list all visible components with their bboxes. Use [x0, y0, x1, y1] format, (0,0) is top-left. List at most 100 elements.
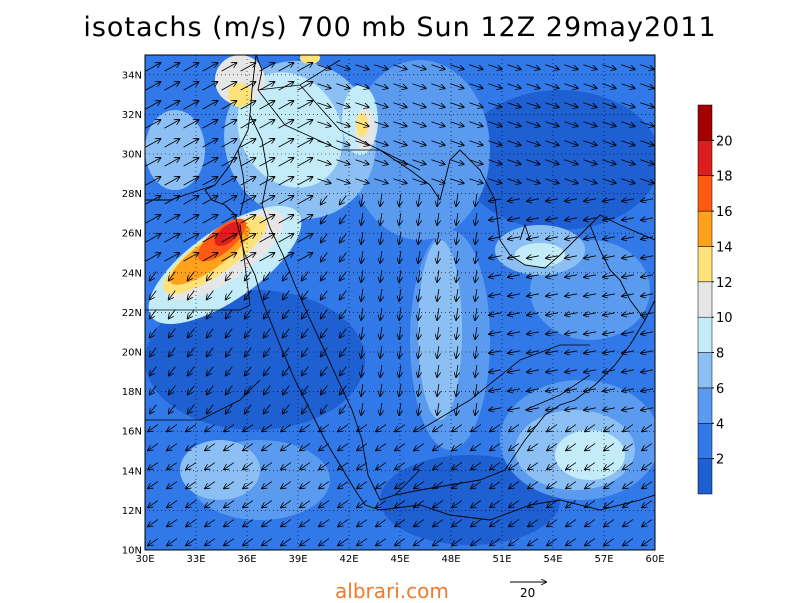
- y-tick-22N: 22N: [122, 308, 142, 319]
- wind-vector: [297, 120, 313, 129]
- wind-vector: [150, 404, 157, 414]
- wind-vector: [437, 251, 439, 263]
- wind-vector: [566, 443, 577, 451]
- wind-vector: [528, 481, 539, 489]
- wind-vector: [437, 308, 439, 320]
- wind-vector: [469, 121, 482, 127]
- wind-vector: [508, 332, 520, 334]
- wind-vector: [528, 538, 539, 546]
- wind-vector: [431, 64, 444, 70]
- wind-vector: [245, 404, 252, 414]
- colorbar-swatch: [697, 104, 713, 141]
- wind-vector: [622, 218, 634, 220]
- colorbar-swatch: [697, 387, 713, 424]
- wind-vector: [300, 500, 311, 508]
- wind-vector: [164, 215, 180, 224]
- wind-vector: [188, 271, 195, 281]
- wind-vector: [302, 309, 309, 319]
- wind-vector: [148, 462, 159, 470]
- wind-vector: [565, 275, 577, 277]
- wind-vector: [164, 120, 180, 129]
- wind-vector: [622, 313, 634, 315]
- wind-vector: [585, 462, 596, 470]
- wind-vector: [262, 424, 273, 432]
- wind-vector: [546, 218, 558, 220]
- wind-vector: [490, 462, 501, 470]
- wind-vector: [202, 120, 218, 129]
- wind-vector: [399, 327, 401, 339]
- colorbar-label: 2: [716, 453, 724, 468]
- wind-vector: [412, 102, 425, 108]
- wind-vector: [355, 83, 368, 89]
- wind-vector: [399, 403, 401, 415]
- wind-vector: [169, 385, 176, 395]
- wind-vector: [226, 366, 233, 376]
- wind-vector: [226, 309, 233, 319]
- wind-vector: [489, 313, 501, 315]
- wind-vector: [395, 424, 406, 432]
- wind-vector: [564, 121, 577, 127]
- wind-vector: [642, 519, 653, 527]
- wind-vector: [150, 347, 157, 357]
- wind-vector: [546, 408, 558, 410]
- wind-vector: [584, 275, 596, 277]
- wind-vector: [565, 199, 577, 201]
- wind-vector: [507, 178, 520, 184]
- wind-vector: [357, 500, 368, 508]
- wind-vector: [221, 234, 237, 243]
- wind-vector: [340, 271, 347, 281]
- wind-vector: [565, 294, 577, 296]
- wind-vector: [319, 538, 330, 546]
- wind-vector: [452, 443, 463, 451]
- wind-vector: [585, 424, 596, 432]
- wind-vector: [475, 194, 477, 206]
- wind-vector: [340, 252, 347, 262]
- wind-vector: [456, 346, 458, 358]
- wind-vector: [603, 237, 615, 239]
- wind-vector: [475, 346, 477, 358]
- wind-vector: [471, 462, 482, 470]
- wind-vector: [418, 251, 420, 263]
- wind-vector: [169, 290, 176, 300]
- wind-vector: [340, 404, 347, 414]
- y-tick-30N: 30N: [122, 150, 142, 161]
- wind-vector: [471, 443, 482, 451]
- wind-vector: [145, 158, 161, 167]
- wind-vector: [183, 63, 199, 72]
- wind-vector: [221, 101, 237, 110]
- wind-vector: [340, 290, 347, 300]
- wind-vector: [302, 328, 309, 338]
- wind-vector: [188, 309, 195, 319]
- wind-vector: [471, 538, 482, 546]
- wind-vector: [283, 309, 290, 319]
- wind-vector: [418, 384, 420, 396]
- y-tick-18N: 18N: [122, 387, 142, 398]
- wind-vector: [642, 443, 653, 451]
- wind-vector: [164, 196, 180, 205]
- wind-vector: [361, 194, 363, 206]
- wind-vector: [585, 538, 596, 546]
- wind-vector: [374, 140, 387, 146]
- colorbar-swatch: [697, 210, 713, 247]
- wind-vector: [602, 102, 615, 108]
- wind-vector: [584, 408, 596, 410]
- wind-vector: [456, 194, 458, 206]
- wind-vector: [302, 404, 309, 414]
- wind-vector: [297, 82, 313, 91]
- wind-vector: [188, 385, 195, 395]
- wind-vector: [150, 290, 157, 300]
- y-tick-12N: 12N: [122, 506, 142, 517]
- wind-vector: [183, 120, 199, 129]
- wind-vector: [546, 389, 558, 391]
- wind-vector: [418, 308, 420, 320]
- wind-vector: [338, 481, 349, 489]
- wind-vector: [623, 443, 634, 451]
- wind-vector: [489, 275, 501, 277]
- wind-vector: [475, 270, 477, 282]
- colorbar-label: 10: [716, 311, 733, 326]
- wind-vector: [526, 178, 539, 184]
- wind-vector: [183, 234, 199, 243]
- wind-vector: [169, 366, 176, 376]
- wind-vector: [507, 159, 520, 165]
- isotach-field: [145, 55, 655, 550]
